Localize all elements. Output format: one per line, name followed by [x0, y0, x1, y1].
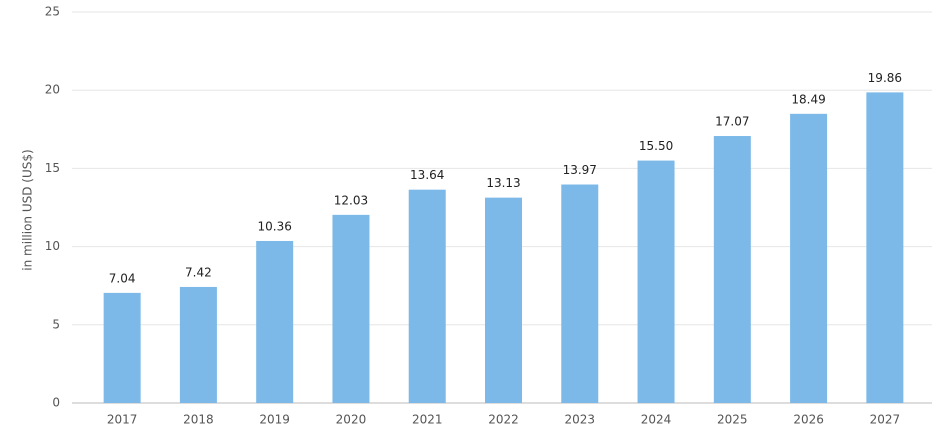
value-label: 13.97	[563, 163, 597, 177]
bar	[332, 214, 370, 403]
value-label: 17.07	[715, 115, 749, 129]
x-tick-label: 2017	[107, 413, 138, 427]
bar	[408, 189, 446, 403]
bar	[485, 197, 522, 403]
y-tick-label: 25	[45, 5, 60, 19]
x-tick-label: 2024	[641, 413, 672, 427]
x-tick-label: 2027	[870, 413, 901, 427]
y-tick-label: 20	[45, 83, 60, 97]
y-tick-label: 0	[52, 396, 60, 410]
bar	[561, 184, 599, 403]
x-tick-label: 2020	[336, 413, 367, 427]
y-tick-label: 5	[52, 317, 60, 331]
bar	[790, 113, 828, 403]
x-tick-label: 2026	[793, 413, 824, 427]
value-label: 13.64	[410, 168, 444, 182]
value-label: 12.03	[334, 193, 368, 207]
value-label: 18.49	[791, 92, 825, 106]
x-tick-label: 2025	[717, 413, 748, 427]
bar	[637, 160, 675, 403]
value-label: 13.13	[486, 176, 520, 190]
y-tick-label: 10	[45, 239, 60, 253]
value-label: 7.42	[185, 265, 212, 279]
bar	[866, 92, 904, 404]
value-label: 15.50	[639, 139, 673, 153]
bar	[179, 286, 217, 403]
y-axis-label: in million USD (US$)	[21, 149, 35, 270]
value-label: 7.04	[109, 271, 136, 285]
value-label: 10.36	[258, 219, 292, 233]
x-tick-label: 2023	[564, 413, 595, 427]
y-tick-label: 15	[45, 161, 60, 175]
x-tick-label: 2019	[259, 413, 290, 427]
value-label: 19.86	[868, 71, 902, 85]
x-tick-label: 2022	[488, 413, 519, 427]
bar	[256, 240, 294, 403]
bar	[713, 136, 751, 403]
bar	[103, 292, 141, 403]
x-tick-label: 2018	[183, 413, 214, 427]
x-tick-label: 2021	[412, 413, 443, 427]
